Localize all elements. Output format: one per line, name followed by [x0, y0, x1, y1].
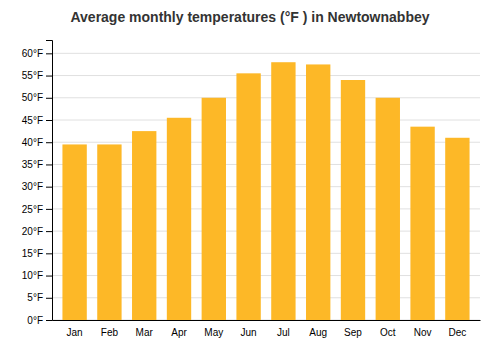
y-tick-label: 55°F: [22, 70, 43, 81]
y-tick-label: 50°F: [22, 92, 43, 103]
chart-container: 0°F 5°F 10°F 15°F 20°F 25°F 30°F 35°F 40°F 45°F 50…: [0, 0, 500, 350]
grid: [52, 53, 480, 320]
bar: [445, 138, 469, 320]
y-tick-mark: [46, 253, 52, 254]
x-tick: Dec: [448, 327, 466, 338]
x-axis-line: [53, 320, 481, 321]
x-tick-label: Sep: [344, 327, 362, 338]
y-tick: 35°F: [22, 159, 52, 170]
y-tick: 15°F: [22, 248, 52, 259]
x-tick: Aug: [309, 327, 327, 338]
x-tick-label: Feb: [101, 327, 119, 338]
title: Average monthly temperatures (°F ) in Ne…: [70, 9, 429, 25]
x-tick-label: Jun: [241, 327, 257, 338]
y-tick-label: 0°F: [27, 315, 43, 326]
plot-area: 0°F 5°F 10°F 15°F 20°F 25°F 30°F 35°F 40°F 45°F 50…: [22, 41, 481, 339]
y-tick: 45°F: [22, 115, 52, 126]
x-tick-label: Jan: [67, 327, 83, 338]
x-tick: Feb: [101, 327, 119, 338]
x-tick: Sep: [344, 327, 362, 338]
y-tick-label: 20°F: [22, 226, 43, 237]
x-tick-label: Oct: [380, 327, 396, 338]
bar: [376, 98, 400, 320]
y-tick: 10°F: [22, 270, 52, 281]
x-axis: Jan Feb Mar Apr May Jun Jul Aug Sep Oct Nov Dec: [53, 321, 481, 339]
grid-line: [52, 120, 480, 121]
x-tick: Jan: [67, 327, 83, 338]
chart-svg: 0°F 5°F 10°F 15°F 20°F 25°F 30°F 35°F 40°F 45°F 50…: [0, 0, 500, 350]
y-tick: 20°F: [22, 226, 52, 237]
bar: [341, 80, 365, 320]
y-tick-label: 35°F: [22, 159, 43, 170]
y-tick-label: 15°F: [22, 248, 43, 259]
y-tick: 5°F: [27, 292, 52, 303]
x-tick-label: May: [204, 327, 223, 338]
y-tick: 30°F: [22, 181, 52, 192]
y-tick-mark: [46, 231, 52, 232]
y-tick-mark: [46, 142, 52, 143]
x-tick-label: Apr: [171, 327, 187, 338]
y-tick: 60°F: [22, 48, 52, 59]
y-tick-label: 25°F: [22, 204, 43, 215]
bar: [132, 131, 156, 320]
x-tick-label: Nov: [414, 327, 432, 338]
y-tick-mark: [46, 76, 52, 77]
bar: [202, 98, 226, 320]
y-tick-mark: [46, 164, 52, 165]
x-tick: Apr: [171, 327, 187, 338]
y-tick-label: 10°F: [22, 270, 43, 281]
x-tick: Mar: [136, 327, 154, 338]
bar: [306, 64, 330, 320]
y-tick-label: 5°F: [27, 292, 43, 303]
y-tick-mark: [46, 98, 52, 99]
y-tick-mark: [46, 276, 52, 277]
y-tick: 50°F: [22, 92, 52, 103]
y-tick-mark: [46, 209, 52, 210]
bar: [62, 144, 86, 320]
y-tick-label: 40°F: [22, 137, 43, 148]
bar: [97, 144, 121, 320]
y-tick: 0°F: [27, 315, 52, 326]
grid-line: [52, 75, 480, 76]
y-tick: 40°F: [22, 137, 52, 148]
y-tick: 55°F: [22, 70, 52, 81]
x-tick: Oct: [380, 327, 396, 338]
y-tick-label: 45°F: [22, 115, 43, 126]
y-tick-mark: [46, 187, 52, 188]
y-tick-mark: [46, 53, 52, 54]
y-axis: 0°F 5°F 10°F 15°F 20°F 25°F 30°F 35°F 40°F 45°F 50…: [22, 41, 53, 326]
bar: [167, 118, 191, 320]
x-tick-label: Aug: [309, 327, 327, 338]
x-tick: Nov: [414, 327, 432, 338]
x-tick: Jul: [277, 327, 290, 338]
y-tick-label: 60°F: [22, 48, 43, 59]
x-tick: May: [204, 327, 223, 338]
bar: [236, 73, 260, 320]
y-tick-mark: [46, 298, 52, 299]
grid-line: [52, 97, 480, 98]
grid-line: [52, 53, 480, 54]
bars: [62, 62, 469, 320]
y-tick: 25°F: [22, 204, 52, 215]
y-tick-mark: [46, 320, 52, 321]
x-tick: Jun: [241, 327, 257, 338]
bar: [410, 127, 434, 320]
x-tick-label: Dec: [448, 327, 466, 338]
bar: [271, 62, 295, 320]
x-tick-label: Mar: [136, 327, 154, 338]
x-tick-label: Jul: [277, 327, 290, 338]
y-tick-mark: [46, 120, 52, 121]
y-tick-label: 30°F: [22, 181, 43, 192]
y-axis-line: [46, 41, 53, 321]
